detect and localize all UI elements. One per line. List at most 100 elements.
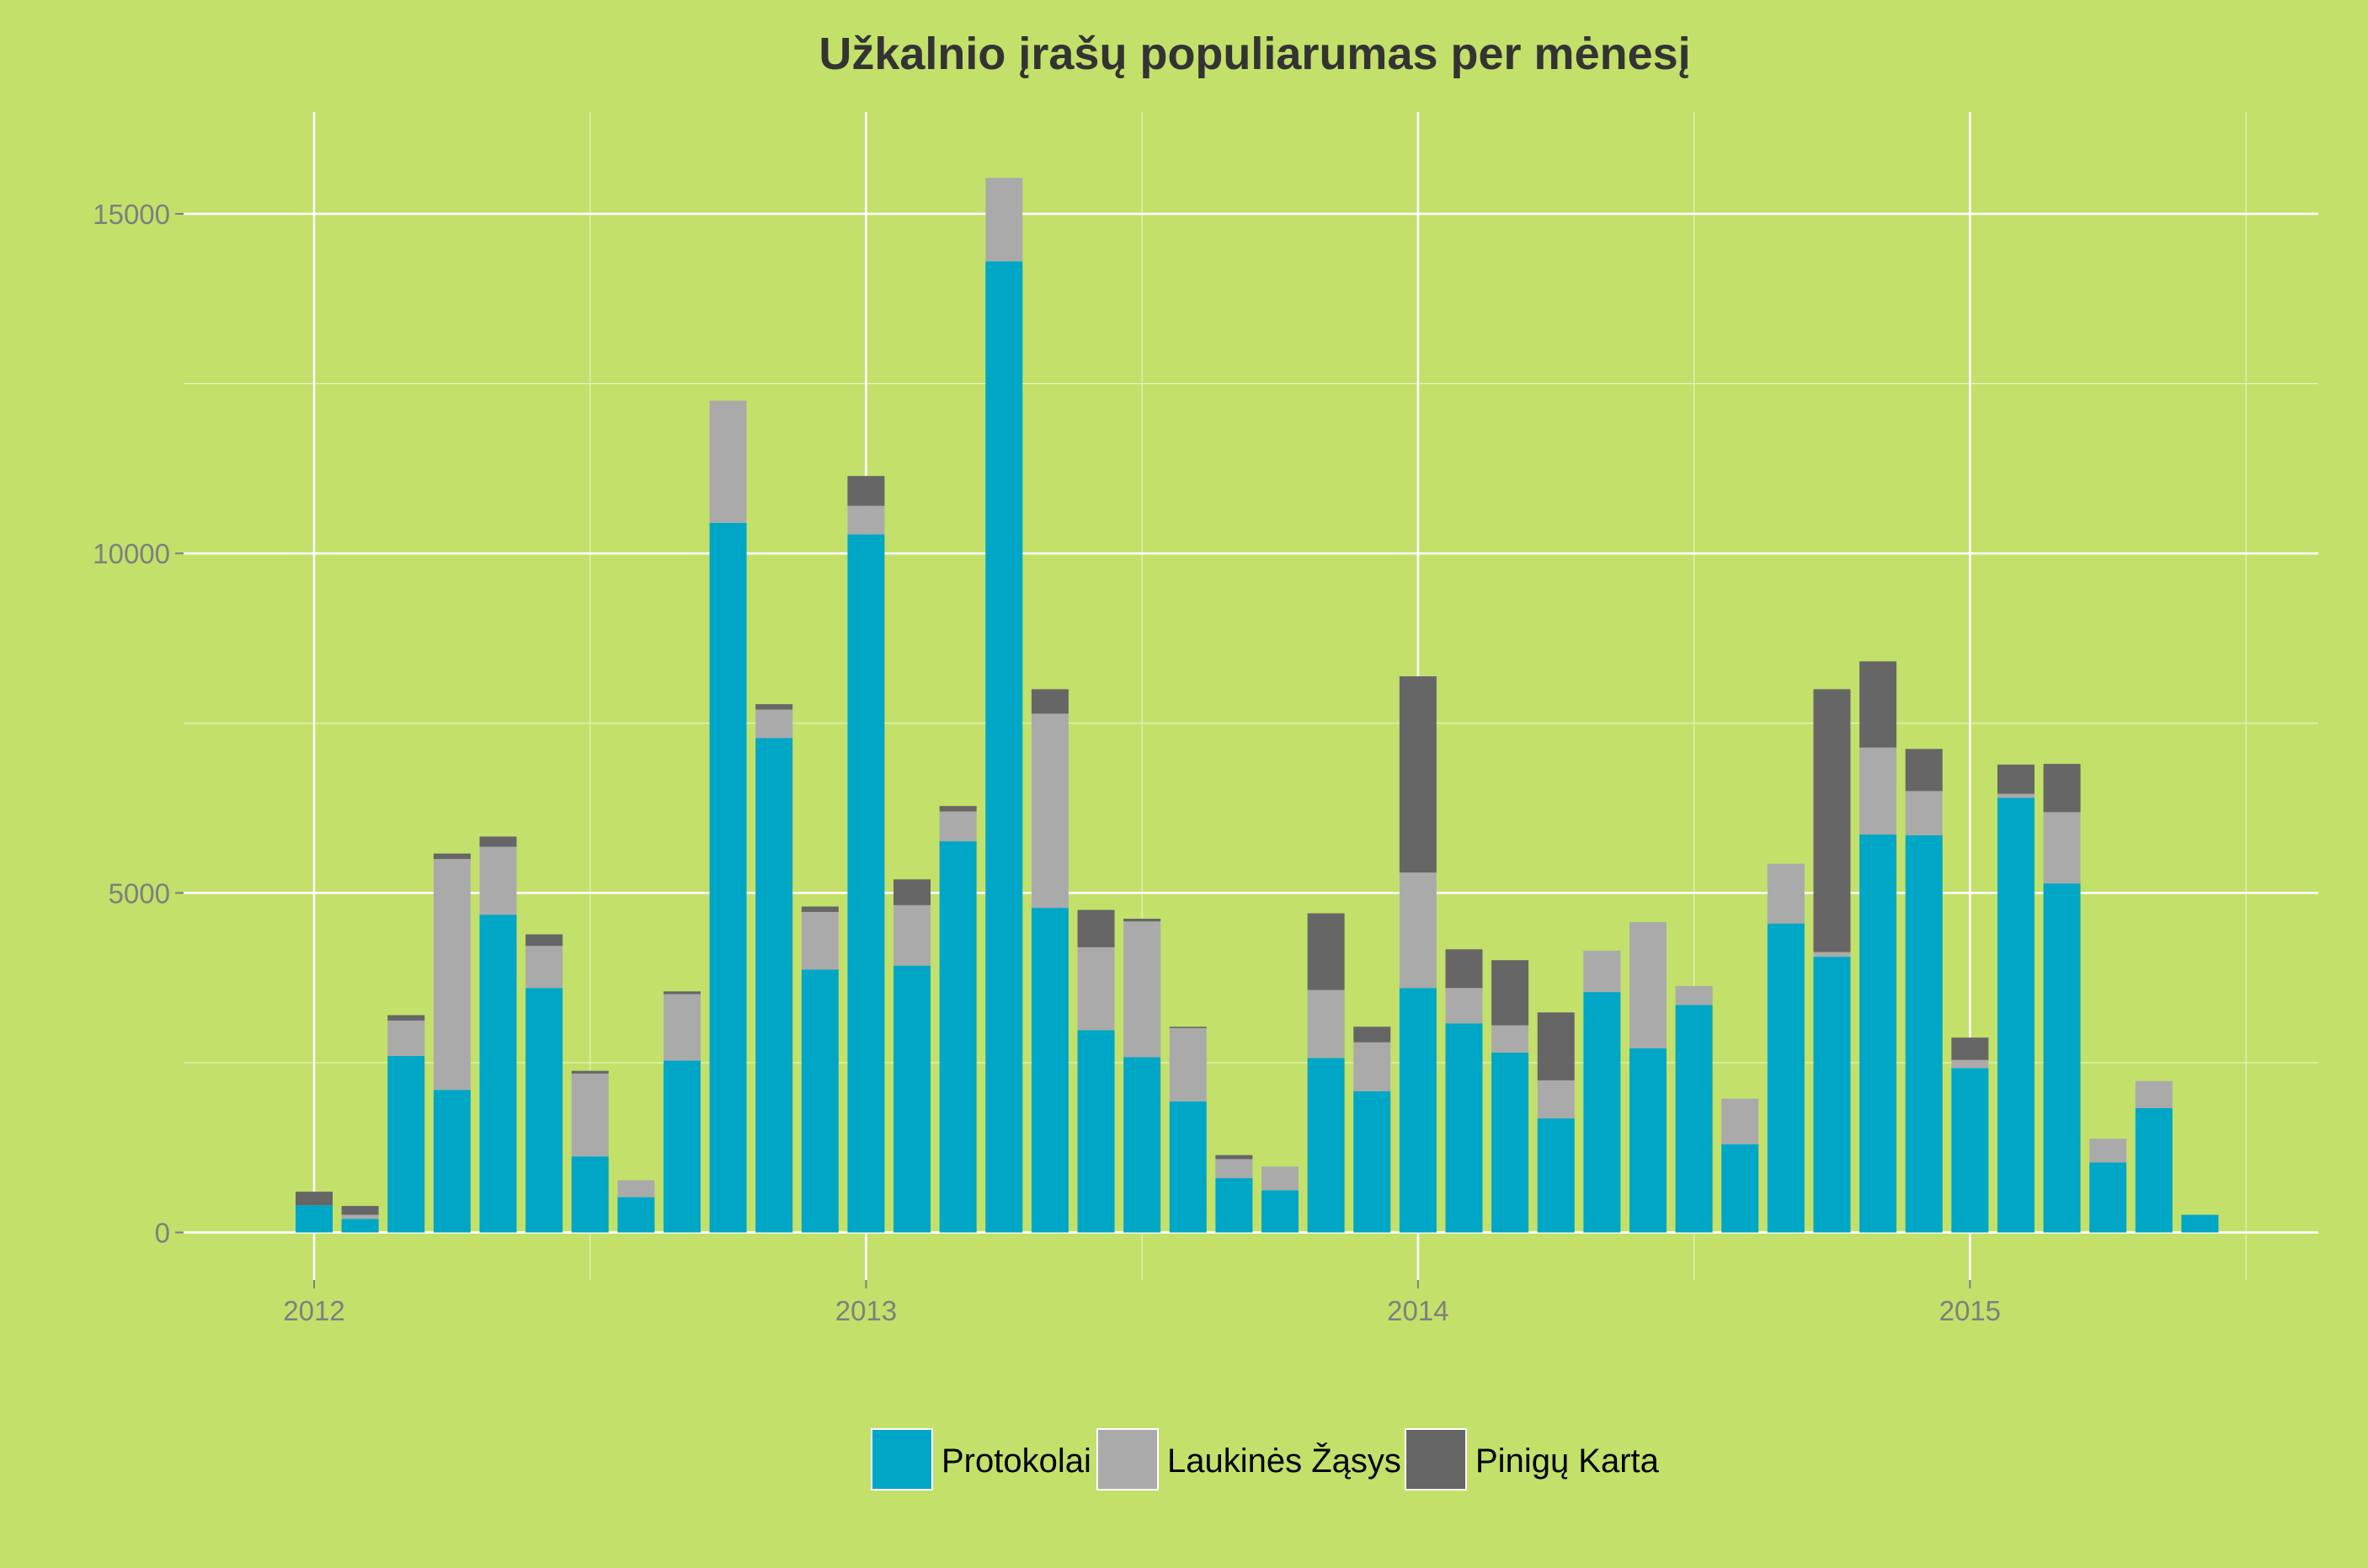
bar-laukines-zasys[interactable]: [1169, 1027, 1207, 1101]
bar-protokolai[interactable]: [1307, 1058, 1345, 1233]
bar-pinigu-karta[interactable]: [525, 934, 563, 947]
bar-protokolai[interactable]: [893, 965, 931, 1233]
bar-pinigu-karta[interactable]: [2043, 764, 2081, 813]
bar-laukines-zasys[interactable]: [1307, 989, 1345, 1059]
bar-protokolai[interactable]: [1445, 1023, 1483, 1233]
bar-protokolai[interactable]: [1905, 835, 1943, 1233]
bar-protokolai[interactable]: [1261, 1190, 1299, 1233]
bar-laukines-zasys[interactable]: [1215, 1159, 1253, 1179]
bar-protokolai[interactable]: [1215, 1178, 1253, 1233]
bar-pinigu-karta[interactable]: [939, 806, 977, 812]
bar-pinigu-karta[interactable]: [1813, 689, 1851, 952]
bar-protokolai[interactable]: [709, 522, 747, 1233]
bar-laukines-zasys[interactable]: [617, 1180, 655, 1197]
bar-laukines-zasys[interactable]: [1123, 921, 1161, 1058]
bar-protokolai[interactable]: [1859, 835, 1897, 1233]
bar-laukines-zasys[interactable]: [1767, 863, 1805, 924]
bar-protokolai[interactable]: [296, 1205, 333, 1233]
bar-protokolai[interactable]: [479, 915, 517, 1233]
bar-protokolai[interactable]: [1675, 1005, 1713, 1233]
bar-protokolai[interactable]: [1077, 1030, 1115, 1233]
bar-pinigu-karta[interactable]: [1307, 913, 1345, 990]
bar-pinigu-karta[interactable]: [1123, 918, 1161, 922]
bar-laukines-zasys[interactable]: [341, 1214, 379, 1219]
bar-laukines-zasys[interactable]: [985, 178, 1023, 262]
bar-pinigu-karta[interactable]: [1997, 764, 2035, 794]
bar-laukines-zasys[interactable]: [1859, 747, 1897, 835]
bar-laukines-zasys[interactable]: [2043, 812, 2081, 884]
bar-laukines-zasys[interactable]: [1721, 1098, 1759, 1144]
bar-laukines-zasys[interactable]: [801, 911, 839, 970]
bar-protokolai[interactable]: [663, 1060, 701, 1233]
bar-protokolai[interactable]: [1353, 1091, 1391, 1233]
bar-pinigu-karta[interactable]: [1215, 1155, 1253, 1160]
bar-laukines-zasys[interactable]: [1629, 922, 1667, 1049]
bar-protokolai[interactable]: [525, 988, 563, 1233]
bar-pinigu-karta[interactable]: [1353, 1027, 1391, 1043]
bar-protokolai[interactable]: [1629, 1048, 1667, 1233]
bar-protokolai[interactable]: [1813, 957, 1851, 1233]
bar-pinigu-karta[interactable]: [479, 836, 517, 847]
bar-laukines-zasys[interactable]: [939, 811, 977, 842]
bar-pinigu-karta[interactable]: [1537, 1012, 1575, 1080]
bar-pinigu-karta[interactable]: [1399, 676, 1437, 873]
bar-laukines-zasys[interactable]: [387, 1020, 425, 1056]
bar-pinigu-karta[interactable]: [893, 879, 931, 905]
bar-pinigu-karta[interactable]: [341, 1206, 379, 1215]
bar-laukines-zasys[interactable]: [893, 904, 931, 966]
bar-laukines-zasys[interactable]: [1905, 791, 1943, 835]
bar-laukines-zasys[interactable]: [755, 709, 793, 739]
bar-pinigu-karta[interactable]: [1905, 749, 1943, 792]
bar-protokolai[interactable]: [1169, 1101, 1207, 1233]
bar-pinigu-karta[interactable]: [1169, 1027, 1207, 1028]
bar-protokolai[interactable]: [1583, 992, 1621, 1233]
bar-protokolai[interactable]: [847, 534, 885, 1233]
bar-protokolai[interactable]: [617, 1197, 655, 1233]
bar-protokolai[interactable]: [1721, 1144, 1759, 1233]
bar-protokolai[interactable]: [1537, 1118, 1575, 1233]
bar-laukines-zasys[interactable]: [525, 946, 563, 989]
bar-laukines-zasys[interactable]: [1951, 1059, 1989, 1069]
bar-protokolai[interactable]: [985, 261, 1023, 1233]
bar-pinigu-karta[interactable]: [1077, 909, 1115, 947]
bar-protokolai[interactable]: [2181, 1214, 2219, 1233]
bar-laukines-zasys[interactable]: [1491, 1025, 1529, 1053]
bar-laukines-zasys[interactable]: [847, 505, 885, 535]
bar-laukines-zasys[interactable]: [571, 1073, 609, 1157]
bar-laukines-zasys[interactable]: [2135, 1080, 2173, 1108]
bar-protokolai[interactable]: [939, 841, 977, 1233]
bar-pinigu-karta[interactable]: [1445, 949, 1483, 989]
bar-laukines-zasys[interactable]: [1445, 988, 1483, 1024]
bar-pinigu-karta[interactable]: [296, 1192, 333, 1206]
bar-laukines-zasys[interactable]: [1997, 793, 2035, 798]
bar-laukines-zasys[interactable]: [1537, 1080, 1575, 1119]
bar-pinigu-karta[interactable]: [387, 1015, 425, 1021]
bar-laukines-zasys[interactable]: [1031, 713, 1069, 909]
bar-laukines-zasys[interactable]: [1077, 947, 1115, 1031]
bar-laukines-zasys[interactable]: [479, 846, 517, 915]
bar-protokolai[interactable]: [1997, 797, 2035, 1233]
bar-laukines-zasys[interactable]: [1261, 1166, 1299, 1191]
bar-protokolai[interactable]: [1399, 988, 1437, 1233]
bar-laukines-zasys[interactable]: [433, 859, 471, 1091]
bar-protokolai[interactable]: [1491, 1052, 1529, 1233]
bar-protokolai[interactable]: [571, 1156, 609, 1233]
bar-laukines-zasys[interactable]: [709, 400, 747, 523]
bar-protokolai[interactable]: [1951, 1068, 1989, 1233]
bar-laukines-zasys[interactable]: [1813, 952, 1851, 957]
bar-pinigu-karta[interactable]: [1491, 960, 1529, 1026]
bar-pinigu-karta[interactable]: [1859, 661, 1897, 748]
bar-protokolai[interactable]: [1767, 923, 1805, 1233]
bar-pinigu-karta[interactable]: [571, 1070, 609, 1074]
bar-pinigu-karta[interactable]: [663, 991, 701, 995]
bar-protokolai[interactable]: [1123, 1057, 1161, 1233]
bar-pinigu-karta[interactable]: [433, 853, 471, 860]
bar-laukines-zasys[interactable]: [1675, 985, 1713, 1005]
bar-pinigu-karta[interactable]: [1031, 689, 1069, 714]
bar-protokolai[interactable]: [2135, 1107, 2173, 1233]
bar-protokolai[interactable]: [2089, 1162, 2127, 1233]
bar-protokolai[interactable]: [801, 969, 839, 1233]
bar-protokolai[interactable]: [755, 738, 793, 1233]
bar-laukines-zasys[interactable]: [1583, 950, 1621, 993]
bar-protokolai[interactable]: [341, 1219, 379, 1233]
